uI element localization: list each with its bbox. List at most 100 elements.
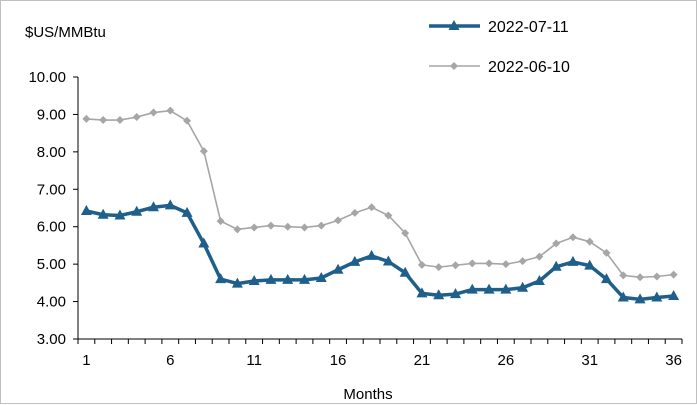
data-point <box>350 208 359 217</box>
legend-label: 2022-06-10 <box>488 59 570 76</box>
data-point <box>181 206 193 217</box>
data-point <box>466 283 478 294</box>
y-tick-label: 4.00 <box>37 294 66 311</box>
x-tick-label: 36 <box>665 352 682 369</box>
x-tick-label: 6 <box>166 352 174 369</box>
data-point <box>382 255 394 266</box>
data-point <box>451 261 460 270</box>
data-point <box>80 204 92 215</box>
legend-label: 2022-07-11 <box>488 19 569 36</box>
data-point <box>500 283 512 294</box>
data-point <box>619 271 628 280</box>
data-point <box>367 203 376 212</box>
data-point <box>535 252 544 261</box>
series-line <box>86 109 674 279</box>
data-point <box>233 225 242 234</box>
y-tick-label: 5.00 <box>37 256 66 273</box>
x-tick-label: 16 <box>330 352 347 369</box>
data-point <box>652 272 661 281</box>
series-line <box>86 203 674 302</box>
data-point <box>332 263 344 274</box>
y-tick-label: 6.00 <box>37 219 66 236</box>
legend-marker <box>450 62 458 70</box>
y-tick-label: 7.00 <box>37 181 66 198</box>
data-point <box>216 217 225 226</box>
data-point <box>584 259 596 270</box>
data-point <box>131 205 143 216</box>
data-point <box>384 211 393 220</box>
y-tick-label: 3.00 <box>37 331 66 348</box>
data-point <box>183 116 192 125</box>
data-point <box>636 273 645 282</box>
data-point <box>517 281 529 292</box>
data-point <box>416 287 428 298</box>
data-point <box>299 273 310 284</box>
data-point <box>417 260 426 269</box>
series-2022-07-11 <box>80 199 680 304</box>
series-layer <box>80 106 680 304</box>
data-point <box>485 259 494 268</box>
data-point <box>334 216 343 225</box>
data-point <box>366 249 378 260</box>
data-point <box>300 223 309 232</box>
data-point <box>634 293 646 304</box>
data-point <box>199 147 208 156</box>
data-point <box>617 291 629 302</box>
data-point <box>552 239 561 248</box>
data-point <box>148 201 159 212</box>
data-point <box>248 274 260 285</box>
data-point <box>399 266 411 277</box>
x-tick-label: 11 <box>246 352 262 369</box>
data-point <box>401 229 410 238</box>
data-point <box>668 289 680 300</box>
legend-marker <box>448 20 460 30</box>
legend-item: 2022-07-11 <box>429 19 569 36</box>
data-point <box>315 271 327 282</box>
data-point <box>669 270 678 279</box>
legend: 2022-07-11 2022-06-10 <box>429 19 570 76</box>
legend-item: 2022-06-10 <box>429 59 570 76</box>
data-point <box>99 116 108 125</box>
data-point <box>97 208 109 219</box>
data-point <box>132 113 141 122</box>
x-tick-label: 26 <box>497 352 514 369</box>
data-point <box>114 209 126 220</box>
series-2022-06-10 <box>82 106 678 282</box>
data-point <box>198 237 210 248</box>
y-axis-unit-label: $US/MMBtu <box>25 24 106 41</box>
data-point <box>518 257 527 266</box>
data-point <box>149 108 158 117</box>
data-point <box>433 289 445 300</box>
data-point <box>568 233 577 242</box>
x-tick-label: 1 <box>82 352 90 369</box>
data-point <box>166 106 175 115</box>
data-point <box>468 259 477 268</box>
data-point <box>585 237 594 246</box>
data-point <box>450 288 461 299</box>
data-point <box>82 114 91 123</box>
data-point <box>115 116 124 125</box>
data-point <box>602 248 611 257</box>
data-point <box>550 260 562 271</box>
y-tick-label: 8.00 <box>37 144 66 161</box>
data-point <box>265 273 277 284</box>
x-axis-title: Months <box>343 386 392 403</box>
data-point <box>317 221 326 230</box>
data-point <box>651 291 663 302</box>
data-point <box>533 274 545 285</box>
data-point <box>231 277 243 288</box>
y-tick-label: 10.00 <box>28 69 66 86</box>
data-point <box>434 263 443 272</box>
x-tick-label: 31 <box>581 352 598 369</box>
data-point <box>282 273 294 284</box>
data-point <box>164 199 176 210</box>
x-tick-label: 21 <box>414 352 431 369</box>
data-point <box>501 260 510 269</box>
data-point <box>567 255 579 266</box>
data-point <box>250 223 259 232</box>
data-point <box>601 273 612 284</box>
y-tick-label: 9.00 <box>37 106 66 123</box>
